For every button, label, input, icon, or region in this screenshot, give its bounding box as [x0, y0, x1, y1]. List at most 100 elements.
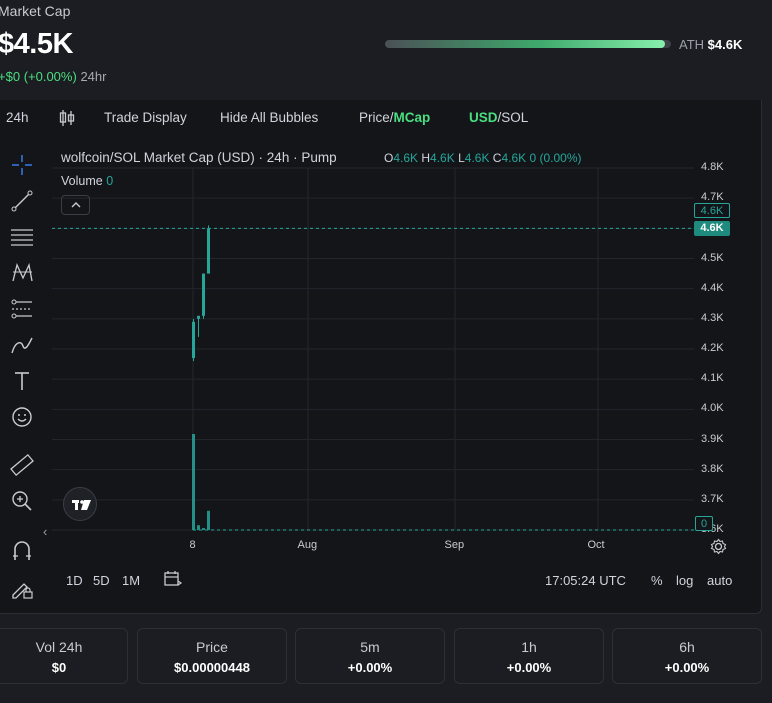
tradingview-logo[interactable] [63, 487, 97, 521]
candle-body [202, 273, 205, 316]
open-value: 4.6K [393, 151, 419, 165]
candles-layer [192, 225, 210, 362]
low-value: 4.6K [464, 151, 490, 165]
stat-1h[interactable]: 1h +0.00% [454, 628, 604, 684]
change-period: 24hr [80, 69, 107, 84]
zoom-icon[interactable] [9, 488, 35, 514]
chart-bottom-bar: 1D 5D 1M 17:05:24 UTC % log auto [0, 568, 760, 594]
auto-toggle[interactable]: auto [707, 573, 733, 588]
stat-value: +0.00% [347, 660, 393, 675]
stat-label: 6h [679, 639, 695, 655]
stat-label: Vol 24h [35, 639, 83, 655]
y-tick-label: 4.4K [701, 281, 724, 294]
stat-label: 1h [521, 639, 537, 655]
y-tick-label: 3.7K [701, 492, 724, 505]
stat-vol-24h: Vol 24h $0 [0, 628, 128, 684]
trend-line-icon[interactable] [9, 188, 35, 214]
calendar-range-icon[interactable] [163, 569, 183, 592]
change-abs: +$0 [0, 69, 21, 84]
brush-icon[interactable] [9, 332, 35, 358]
x-tick-label: Sep [444, 539, 465, 551]
y-tick-label: 4.7K [701, 191, 724, 204]
open-label: O [384, 151, 394, 165]
market-cap-change: +$0 (+0.00%) 24hr [0, 69, 106, 84]
stat-value: +0.00% [506, 660, 552, 675]
interval-button[interactable]: 24h [6, 110, 29, 125]
y-tick-label: 4.5K [701, 251, 724, 264]
close-label: C [492, 151, 502, 165]
y-tick-label: 4.8K [701, 161, 724, 173]
chevron-up-icon[interactable] [61, 195, 90, 215]
ath-progress-fill [385, 40, 666, 48]
text-icon[interactable] [9, 368, 35, 394]
stat-value: +0.00% [664, 660, 710, 675]
ath-progress-bar [385, 40, 671, 48]
y-tick-label: 3.8K [701, 462, 724, 475]
pattern-icon[interactable] [9, 260, 35, 286]
stat-label: 5m [360, 639, 380, 655]
percent-toggle[interactable]: % [651, 573, 663, 588]
volume-bar [197, 525, 200, 530]
high-value: 4.6K [430, 151, 455, 165]
last-price-tag: 4.6K [694, 221, 730, 236]
ohlc-legend: O4.6K H4.6K L4.6K C4.6K 0 (0.00%) [384, 151, 582, 165]
chart-toolbar: 24h Trade Display Hide All Bubbles Price… [0, 104, 760, 132]
range-5d-button[interactable]: 5D [93, 573, 110, 588]
candlestick-icon[interactable] [59, 108, 75, 131]
emoji-icon[interactable] [9, 404, 35, 430]
volume-layer [192, 434, 694, 531]
log-toggle[interactable]: log [676, 573, 694, 588]
magnet-icon[interactable] [9, 538, 35, 564]
ath-value: $4.6K [707, 37, 743, 52]
market-cap-value: $4.5K [0, 28, 73, 60]
long-short-icon[interactable] [9, 296, 35, 322]
volume-legend: Volume 0 [61, 174, 113, 188]
volume-value: 0 [106, 174, 114, 188]
crosshair-icon[interactable] [9, 152, 35, 178]
currency-toggle[interactable]: USD/SOL [469, 110, 528, 125]
volume-bar [192, 434, 195, 530]
y-tick-label: 4.1K [701, 372, 724, 385]
utc-clock[interactable]: 17:05:24 UTC [545, 573, 626, 588]
stat-6h[interactable]: 6h +0.00% [612, 628, 762, 684]
market-cap-label: Market Cap [0, 3, 71, 19]
mcap-option: MCap [393, 110, 431, 125]
stat-value: $0 [51, 660, 67, 675]
volume-tag: 0 [695, 516, 713, 531]
fib-lines-icon[interactable] [9, 224, 35, 250]
sol-option: /SOL [497, 110, 529, 125]
change-pct: (+0.00%) [23, 69, 77, 84]
high-label: H [421, 151, 431, 165]
change-value: 0 (0.00%) [529, 151, 582, 165]
price-option: Price/ [359, 110, 394, 125]
volume-label: Volume [61, 174, 103, 188]
y-tick-label: 4.2K [701, 342, 724, 354]
lock-pencil-icon[interactable] [9, 575, 35, 601]
volume-bar [207, 510, 210, 530]
close-value: 4.6K [501, 151, 527, 165]
x-tick-label: Aug [297, 539, 318, 551]
usd-option: USD [469, 110, 498, 125]
stat-value: $0.00000448 [174, 660, 250, 675]
trade-display-button[interactable]: Trade Display [104, 110, 187, 125]
ath-indicator: ATH $4.6K [679, 37, 742, 52]
hide-bubbles-button[interactable]: Hide All Bubbles [220, 110, 319, 125]
candle-body [197, 315, 200, 319]
ath-label: ATH [679, 37, 705, 52]
low-label: L [458, 151, 465, 165]
range-1m-button[interactable]: 1M [122, 573, 141, 588]
volume-bar [202, 528, 205, 530]
ruler-icon[interactable] [9, 452, 35, 478]
gear-icon[interactable] [710, 538, 727, 560]
stat-5m[interactable]: 5m +0.00% [295, 628, 445, 684]
scroll-left-arrow[interactable]: ‹ [43, 524, 48, 539]
chart-panel [0, 100, 762, 614]
high-price-tag: 4.6K [694, 203, 730, 218]
price-mcap-toggle[interactable]: Price/MCap [359, 110, 430, 125]
y-tick-label: 3.9K [701, 432, 724, 445]
range-1d-button[interactable]: 1D [66, 573, 83, 588]
stat-price: Price $0.00000448 [137, 628, 287, 684]
chart-title: wolfcoin/SOL Market Cap (USD) · 24h · Pu… [61, 150, 337, 165]
x-tick-label: Oct [587, 539, 605, 551]
